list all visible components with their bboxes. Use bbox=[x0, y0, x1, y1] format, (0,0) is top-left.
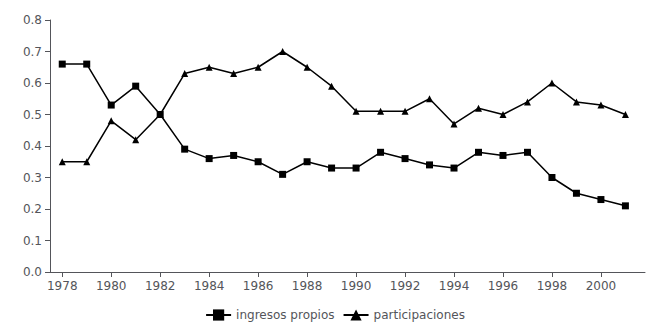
svg-text:0.1: 0.1 bbox=[23, 234, 42, 248]
svg-text:0.5: 0.5 bbox=[23, 108, 42, 122]
svg-text:2000: 2000 bbox=[586, 279, 617, 293]
svg-text:1978: 1978 bbox=[47, 279, 78, 293]
svg-text:0.2: 0.2 bbox=[23, 202, 42, 216]
svg-text:participaciones: participaciones bbox=[374, 308, 465, 322]
svg-text:ingresos propios: ingresos propios bbox=[236, 308, 334, 322]
svg-text:1992: 1992 bbox=[390, 279, 421, 293]
svg-text:1988: 1988 bbox=[292, 279, 323, 293]
svg-text:1980: 1980 bbox=[96, 279, 127, 293]
svg-text:1994: 1994 bbox=[439, 279, 470, 293]
svg-text:1982: 1982 bbox=[145, 279, 176, 293]
svg-text:1996: 1996 bbox=[488, 279, 519, 293]
svg-text:1984: 1984 bbox=[194, 279, 225, 293]
svg-text:0.4: 0.4 bbox=[23, 139, 42, 153]
svg-text:0.3: 0.3 bbox=[23, 171, 42, 185]
svg-text:1998: 1998 bbox=[537, 279, 568, 293]
svg-text:1990: 1990 bbox=[341, 279, 372, 293]
svg-text:0.0: 0.0 bbox=[23, 265, 42, 279]
svg-text:0.6: 0.6 bbox=[23, 76, 42, 90]
svg-text:0.7: 0.7 bbox=[23, 45, 42, 59]
svg-text:0.8: 0.8 bbox=[23, 13, 42, 27]
svg-text:1986: 1986 bbox=[243, 279, 274, 293]
